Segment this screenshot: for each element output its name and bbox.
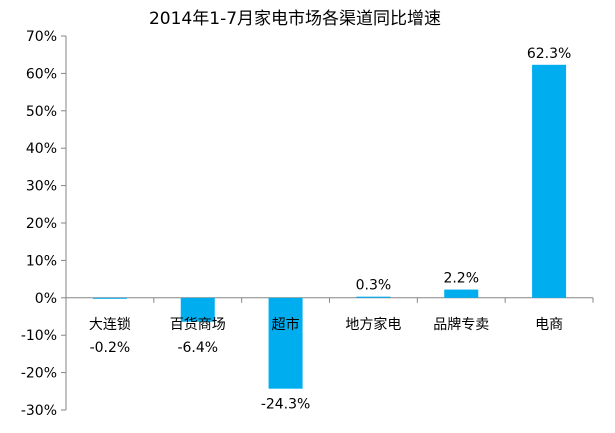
y-tick-label: 0% xyxy=(35,291,57,307)
bar xyxy=(268,297,303,389)
y-tick-label: 30% xyxy=(26,179,57,195)
bar xyxy=(532,64,567,298)
y-tick-label: 40% xyxy=(26,141,57,157)
y-tick-label: -10% xyxy=(21,328,57,344)
data-label: -24.3% xyxy=(261,397,311,413)
y-tick-label: 10% xyxy=(26,253,57,269)
x-tick-label: 超市 xyxy=(272,316,300,333)
x-tick-label: 百货商场 xyxy=(170,316,226,333)
bar xyxy=(444,289,479,298)
y-tick-label: 70% xyxy=(26,29,57,45)
data-label: 2.2% xyxy=(443,271,479,287)
bar xyxy=(356,296,391,298)
bar xyxy=(92,297,127,299)
chart-labels: 大连锁 -0.2% 百货商场 -6.4% 超市 -24.3% 地方家电 0.3% 品牌专卖 2.2… xyxy=(89,46,571,413)
data-label: -6.4% xyxy=(177,340,218,356)
data-label: 62.3% xyxy=(527,46,571,62)
data-label: -0.2% xyxy=(90,340,131,356)
y-tick-label: 50% xyxy=(26,104,57,120)
data-label: 0.3% xyxy=(356,278,392,294)
bar xyxy=(180,297,215,322)
y-tick-label: 60% xyxy=(26,66,57,82)
x-tick-label: 电商 xyxy=(535,317,563,333)
chart-axes: 70% 60% 50% 40% 30% 20% 10% 0% -10% -20% -30% xyxy=(21,29,594,419)
y-tick-label: -30% xyxy=(21,403,57,419)
chart-title: 2014年1-7月家电市场各渠道同比增速 xyxy=(149,9,441,29)
y-tick-label: -20% xyxy=(21,366,57,382)
x-tick-label: 地方家电 xyxy=(345,316,401,333)
x-tick-label: 品牌专卖 xyxy=(433,316,489,333)
chart-bars xyxy=(92,64,567,389)
x-tick-label: 大连锁 xyxy=(89,317,131,333)
y-tick-label: 20% xyxy=(26,216,57,232)
